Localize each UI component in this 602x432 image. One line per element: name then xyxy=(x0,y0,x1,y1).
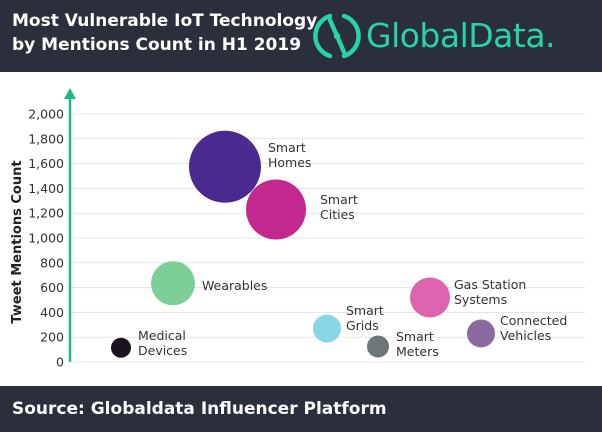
bubble-label-medical-devices: Medical Devices xyxy=(138,328,187,358)
y-tick-label: 1,400 xyxy=(28,181,64,196)
bubble-smart-meters xyxy=(367,335,389,358)
bubble-wearables xyxy=(151,261,195,306)
bubble-label-line: Gas Station xyxy=(454,277,526,292)
y-axis-arrow-icon xyxy=(64,88,76,99)
chart-area: 0 200 400 600 800 1,000 1,200 1,400 1,600 1,800 2,… xyxy=(0,72,602,386)
bubble-smart-homes xyxy=(189,130,261,203)
y-tick-label: 400 xyxy=(40,305,64,320)
header-bar: Most Vulnerable IoT Technology by Mentio… xyxy=(0,0,602,72)
bubble-label-line: Smart xyxy=(396,329,434,344)
bubble-label-smart-cities: Smart Cities xyxy=(320,192,358,222)
y-tick-labels: 0 200 400 600 800 1,000 1,200 1,400 1,600 1,800 2,… xyxy=(28,107,64,370)
bubble-label-smart-grids: Smart Grids xyxy=(346,303,384,333)
y-tick-label: 0 xyxy=(56,355,64,370)
bubble-label-wearables: Wearables xyxy=(202,278,267,293)
bubble-label-line: Smart xyxy=(268,140,306,155)
bubble-label-line: Cities xyxy=(320,207,355,222)
y-tick-label: 200 xyxy=(40,330,64,345)
bubble-label-line: Smart xyxy=(320,192,358,207)
globaldata-logo-icon xyxy=(313,13,361,59)
source-note: Source: Globaldata Influencer Platform xyxy=(12,399,387,419)
bubble-smart-cities xyxy=(246,179,306,240)
bubble-label-smart-meters: Smart Meters xyxy=(396,329,439,359)
y-tick-label: 2,000 xyxy=(28,107,64,122)
chart-title-line-2: by Mentions Count in H1 2019 xyxy=(12,35,302,55)
brand-logo: GlobalData. xyxy=(312,8,592,64)
footer-bar: Source: Globaldata Influencer Platform xyxy=(0,386,602,432)
y-tick-label: 1,200 xyxy=(28,206,64,221)
bubble-label-connected-vehicles: Connected Vehicles xyxy=(500,313,567,343)
bubble-label-smart-homes: Smart Homes xyxy=(268,140,311,170)
brand-name: GlobalData. xyxy=(366,16,556,55)
y-tick-label: 1,800 xyxy=(28,131,64,146)
bubble-label-line: Meters xyxy=(396,344,439,359)
bubbles xyxy=(111,130,495,358)
bubble-label-line: Devices xyxy=(138,343,187,358)
bubble-label-line: Medical xyxy=(138,328,186,343)
y-axis-title: Tweet Mentions Count xyxy=(10,160,25,323)
y-axis xyxy=(64,88,585,363)
bubble-label-line: Connected xyxy=(500,313,567,328)
bubble-label-line: Homes xyxy=(268,155,311,170)
bubble-connected-vehicles xyxy=(467,319,495,348)
bubble-label-line: Systems xyxy=(454,292,507,307)
bubble-label-line: Grids xyxy=(346,318,379,333)
bubble-label-line: Smart xyxy=(346,303,384,318)
bubble-label-line: Vehicles xyxy=(500,328,551,343)
y-tick-label: 800 xyxy=(40,255,64,270)
gridlines xyxy=(70,113,585,338)
bubble-gas-station-systems xyxy=(410,277,450,318)
bubble-smart-grids xyxy=(313,314,341,343)
y-tick-label: 600 xyxy=(40,280,64,295)
bubble-label-line: Wearables xyxy=(202,278,267,293)
bubble-label-gas-station-systems: Gas Station Systems xyxy=(454,277,526,307)
bubble-medical-devices xyxy=(111,337,131,358)
chart-title: Most Vulnerable IoT Technology by Mentio… xyxy=(12,9,317,57)
bubble-chart: 0 200 400 600 800 1,000 1,200 1,400 1,600 1,800 2,… xyxy=(10,88,585,370)
y-tick-label: 1,000 xyxy=(28,231,64,246)
chart-title-line-1: Most Vulnerable IoT Technology xyxy=(12,11,318,31)
y-tick-label: 1,600 xyxy=(28,156,64,171)
